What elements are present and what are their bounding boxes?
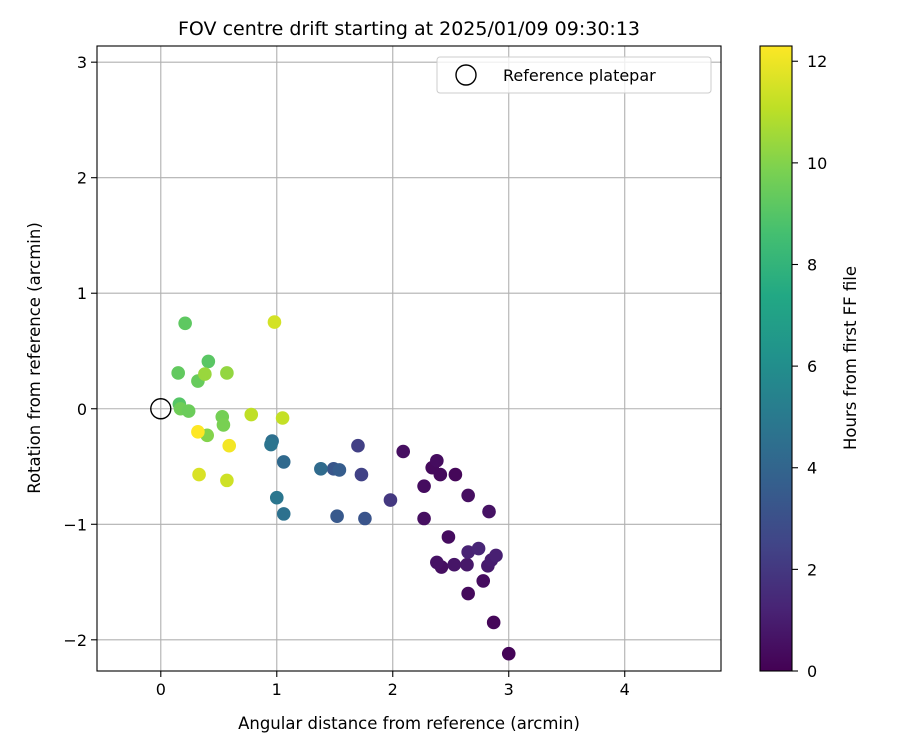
reference-point <box>150 398 172 420</box>
legend-label-reference-platepar: Reference platepar <box>503 66 656 85</box>
scatter-point <box>276 507 291 521</box>
x-axis-label: Angular distance from reference (arcmin) <box>238 714 580 733</box>
scatter-point <box>430 453 444 468</box>
scatter-point <box>220 473 234 488</box>
grid-lines <box>97 46 721 671</box>
y-axis-ticks: −2 −1 0 1 2 3 <box>63 53 97 650</box>
scatter-point <box>198 367 212 381</box>
colorbar-tick-label: 8 <box>807 255 817 274</box>
scatter-point <box>264 437 278 452</box>
y-tick-label: 2 <box>77 169 87 188</box>
scatter-point <box>461 545 475 559</box>
scatter-point <box>461 586 475 601</box>
scatter-point <box>482 504 496 519</box>
legend-open-circle-icon <box>455 64 477 86</box>
x-axis-ticks: 0 1 2 3 4 <box>156 671 630 699</box>
scatter-point <box>448 467 463 482</box>
scatter-point <box>460 557 474 572</box>
scatter-point <box>476 574 491 588</box>
colorbar-label: Hours from first FF file <box>841 266 860 450</box>
colorbar: 0 2 4 6 8 10 12 Hours from first FF file <box>759 45 860 681</box>
x-tick-label: 4 <box>620 680 630 699</box>
scatter-point <box>396 444 411 459</box>
x-tick-label: 1 <box>272 680 282 699</box>
colorbar-tick-label: 4 <box>807 459 817 478</box>
scatter-point <box>269 490 284 505</box>
x-tick-label: 3 <box>504 680 514 699</box>
colorbar-tick-label: 12 <box>807 52 827 71</box>
colorbar-tick-label: 0 <box>807 662 817 681</box>
scatter-point <box>330 509 344 523</box>
legend: Reference platepar <box>436 56 712 94</box>
scatter-point <box>501 646 516 661</box>
y-tick-label: −2 <box>63 631 87 650</box>
chart-title: FOV centre drift starting at 2025/01/09 … <box>178 18 640 40</box>
scatter-point <box>430 555 444 570</box>
scatter-point <box>181 404 196 418</box>
y-tick-label: 1 <box>77 284 87 303</box>
scatter-point <box>267 315 282 329</box>
scatter-point <box>441 530 456 544</box>
colorbar-tick-label: 6 <box>807 357 817 376</box>
y-tick-label: 3 <box>77 53 87 72</box>
colorbar-ticks: 0 2 4 6 8 10 12 <box>792 52 827 681</box>
reference-platepar-marker <box>150 398 172 420</box>
colorbar-tick-label: 10 <box>807 154 827 173</box>
scatter-point <box>486 615 501 630</box>
scatter-point <box>192 467 206 482</box>
scatter-point <box>222 438 237 453</box>
scatter-point <box>471 541 486 556</box>
scatter-point <box>171 366 185 380</box>
scatter-point <box>383 493 398 507</box>
plot-frame <box>96 45 722 672</box>
y-axis-label: Rotation from reference (arcmin) <box>25 222 44 494</box>
y-tick-label: −1 <box>63 515 87 534</box>
x-tick-label: 0 <box>156 680 166 699</box>
y-tick-label: 0 <box>77 400 87 419</box>
scatter-point <box>461 488 475 503</box>
scatter-point <box>244 407 259 422</box>
scatter-point <box>489 548 503 563</box>
colorbar-gradient <box>759 45 793 672</box>
scatter-point <box>191 425 205 439</box>
legend-box <box>436 56 712 94</box>
scatter-point <box>314 462 328 476</box>
scatter-point <box>276 455 291 469</box>
scatter-point <box>201 354 216 369</box>
scatter-point <box>216 418 231 432</box>
scatter-point <box>417 511 431 526</box>
scatter-point <box>332 463 347 477</box>
scatter-points <box>171 315 516 661</box>
scatter-point <box>220 366 234 380</box>
colorbar-tick-label: 2 <box>807 560 817 579</box>
x-tick-label: 2 <box>388 680 398 699</box>
scatter-point <box>447 557 462 572</box>
scatter-point <box>275 411 290 425</box>
scatter-point <box>417 479 431 493</box>
scatter-point <box>358 511 372 526</box>
scatter-point <box>354 467 369 482</box>
scatter-point <box>351 438 365 453</box>
scatter-point <box>178 316 192 331</box>
